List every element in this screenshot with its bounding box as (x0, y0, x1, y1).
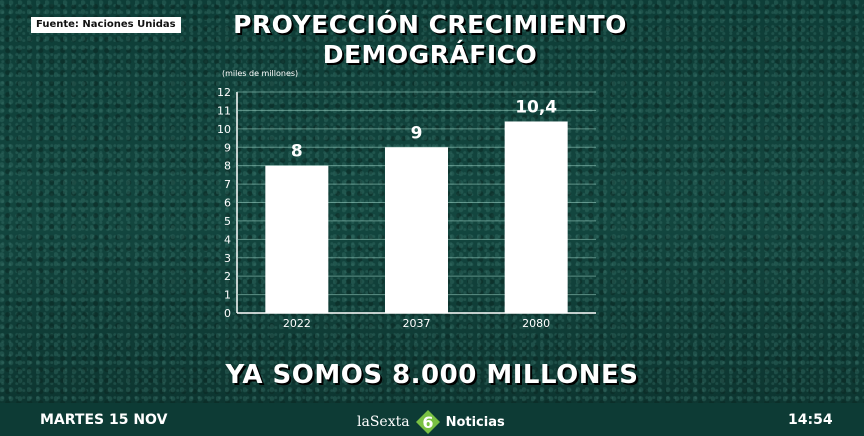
y-tick-label: 2 (224, 270, 231, 283)
y-tick-label: 4 (224, 233, 231, 246)
y-tick-label: 7 (224, 178, 231, 191)
y-tick-label: 5 (224, 215, 231, 228)
bar (504, 121, 568, 313)
bar-value-label: 8 (291, 142, 303, 162)
bar-value-label: 9 (411, 123, 423, 143)
channel-logo: laSexta 6 Noticias (357, 409, 505, 435)
six-logo-icon: 6 (415, 410, 440, 434)
bar-value-label: 10,4 (515, 97, 557, 117)
y-tick-label: 10 (217, 123, 231, 136)
title-line-1: PROYECCIÓN CRECIMIENTO (233, 10, 627, 39)
brand-suffix: Noticias (445, 414, 505, 430)
x-tick-label: 2080 (522, 317, 550, 330)
x-tick-label: 2022 (283, 317, 311, 330)
ticker-time: 14:54 (788, 412, 833, 428)
y-tick-label: 11 (217, 104, 231, 117)
y-tick-label: 6 (224, 197, 231, 210)
bar (385, 147, 448, 313)
chart-title: PROYECCIÓN CRECIMIENTO DEMOGRÁFICO (180, 10, 680, 70)
brand-number: 6 (422, 413, 433, 432)
ticker-date: MARTES 15 NOV (40, 412, 168, 428)
y-tick-label: 8 (224, 160, 231, 173)
bar (265, 165, 329, 313)
y-tick-label: 0 (224, 307, 231, 320)
y-axis-label: (miles de millones) (222, 69, 299, 78)
y-tick-label: 12 (217, 86, 231, 99)
y-tick-label: 3 (224, 252, 231, 265)
y-tick-label: 9 (224, 141, 231, 154)
source-label: Fuente: Naciones Unidas (31, 17, 181, 33)
brand-name: laSexta (357, 414, 410, 430)
y-tick-label: 1 (224, 289, 231, 302)
x-tick-label: 2037 (403, 317, 431, 330)
title-line-2: DEMOGRÁFICO (322, 40, 538, 69)
headline: YA SOMOS 8.000 MILLONES (225, 360, 639, 390)
